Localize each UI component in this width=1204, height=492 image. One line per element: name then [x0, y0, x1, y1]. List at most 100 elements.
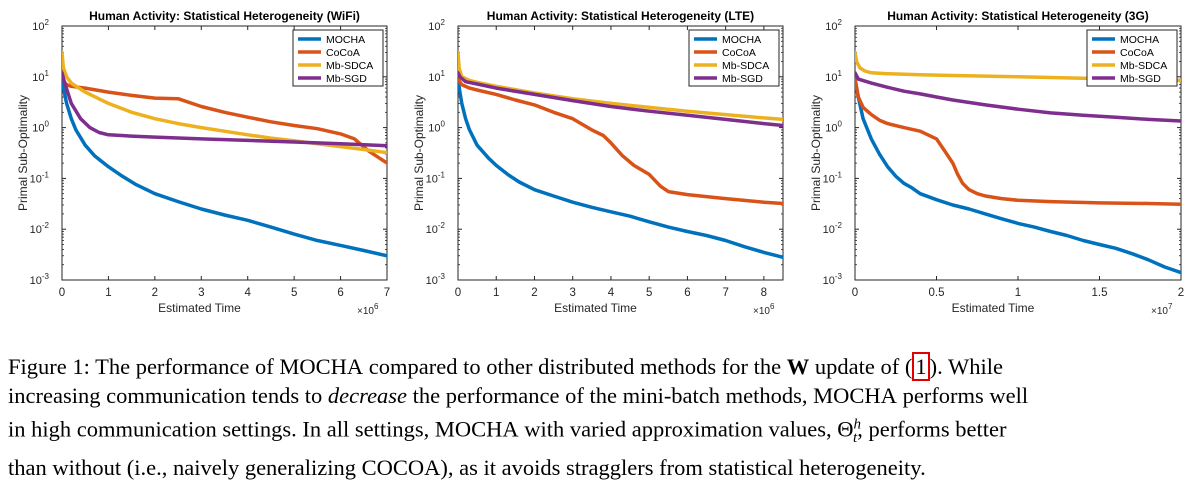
caption-mocha: OCHA	[454, 416, 519, 442]
series-line-mb-sgd	[855, 71, 1181, 123]
equation-reference-link[interactable]: 1	[912, 352, 930, 381]
caption-figure-label: Figure 1:	[8, 354, 90, 379]
legend-label: MOCHA	[1120, 34, 1159, 46]
caption-cocoa-sc: O	[376, 455, 393, 480]
caption-text: compared to other distributed methods fo…	[363, 354, 787, 379]
legend-label: MOCHA	[326, 34, 365, 46]
y-tick-label: 101	[32, 69, 49, 84]
x-tick-label: 1	[1015, 287, 1021, 299]
x-tick-label: 0	[852, 287, 858, 299]
caption-line-1: Figure 1: The performance of MOCHA compa…	[8, 352, 1198, 381]
caption-text: ). While	[929, 354, 1003, 379]
y-tick-label: 100	[825, 120, 842, 135]
x-tick-label: 5	[646, 287, 652, 299]
x-axis-label: Estimated Time	[554, 301, 637, 315]
chart-panel-1: 10-3 10-2 10-1 100 101 102 0 1 2 3 4 5 6 7 ×106 Estimat…	[16, 9, 390, 317]
caption-text: , performs better	[857, 416, 1007, 442]
chart-title: Human Activity: Statistical Heterogeneit…	[887, 9, 1149, 23]
y-tick-label: 10-3	[823, 272, 843, 287]
x-multiplier-label: ×107	[1151, 302, 1173, 317]
caption-text: than without (i.e., naively generalizing…	[8, 455, 377, 480]
y-tick-label: 10-2	[30, 221, 50, 236]
legend-label: CoCoA	[1120, 47, 1154, 59]
x-tick-label: 1	[105, 287, 111, 299]
caption-text: in high communication settings. In all s…	[8, 416, 455, 442]
x-axis-label: Estimated Time	[158, 301, 241, 315]
series-line-cocoa	[62, 71, 387, 165]
x-tick-label: 0	[455, 287, 461, 299]
caption-line-3: in high communication settings. In all s…	[8, 410, 1198, 453]
series-group	[62, 50, 387, 258]
caption-emphasis: decrease	[327, 383, 408, 408]
series-line-mocha	[855, 77, 1181, 275]
series-line-mocha	[62, 77, 387, 258]
x-tick-label: 4	[608, 287, 615, 299]
x-tick-label: 3	[570, 287, 576, 299]
caption-text: update of (	[809, 354, 913, 379]
y-tick-label: 10-2	[823, 221, 843, 236]
caption-text: increasing communication tends to	[8, 383, 328, 408]
x-tick-label: 1	[493, 287, 499, 299]
chart-title: Human Activity: Statistical Heterogeneit…	[89, 9, 360, 23]
chart-title: Human Activity: Statistical Heterogeneit…	[487, 9, 754, 23]
x-tick-label: 6	[684, 287, 690, 299]
x-tick-label: 3	[198, 287, 204, 299]
x-axis-label: Estimated Time	[952, 301, 1035, 315]
caption-text: A), as it avoids stragglers from statist…	[424, 455, 926, 480]
caption-text: the performance of the mini-batch method…	[407, 383, 834, 408]
caption-superscript: h	[853, 416, 862, 432]
series-line-cocoa	[458, 77, 783, 206]
legend-label: Mb-SDCA	[722, 60, 769, 72]
series-line-cocoa	[855, 77, 1181, 206]
caption-text: with varied approximation values, Θ	[518, 416, 854, 442]
x-tick-label: 1.5	[1092, 287, 1108, 299]
caption-text: C	[392, 455, 408, 480]
caption-mocha: OCHA	[833, 383, 897, 408]
caption-line-4: than without (i.e., naively generalizing…	[8, 453, 1198, 482]
x-multiplier-label: ×106	[753, 302, 775, 317]
x-tick-label: 2	[1178, 287, 1184, 299]
series-group	[458, 50, 783, 260]
y-tick-label: 102	[32, 18, 49, 33]
x-tick-label: 0	[59, 287, 65, 299]
caption-text: The performance of M	[95, 354, 300, 379]
chart-panel-2: 10-3 10-2 10-1 100 101 102 0 1 2 3 4 5 6 7 8 ×106 Estima…	[412, 9, 784, 317]
y-tick-label: 10-3	[426, 272, 446, 287]
legend-label: Mb-SGD	[722, 73, 763, 85]
x-tick-label: 0.5	[929, 287, 945, 299]
x-tick-label: 7	[722, 287, 728, 299]
caption-w-symbol: W	[786, 354, 810, 379]
x-tick-label: 6	[337, 287, 343, 299]
y-tick-label: 102	[428, 18, 445, 33]
x-tick-label: 8	[761, 287, 767, 299]
figure-caption: Figure 1: The performance of M OCHA compa…	[8, 352, 1198, 482]
caption-cocoa-sc: O	[407, 455, 425, 480]
y-axis-label: Primal Sub-Optimality	[412, 95, 426, 211]
x-tick-label: 5	[291, 287, 297, 299]
y-axis-label: Primal Sub-Optimality	[16, 95, 30, 211]
x-tick-label: 2	[152, 287, 158, 299]
y-tick-label: 10-2	[426, 221, 446, 236]
legend-label: Mb-SDCA	[326, 60, 373, 72]
caption-text: performs well	[896, 383, 1029, 408]
caption-line-2: increasing communication tends to decrea…	[8, 381, 1198, 410]
y-tick-label: 10-1	[426, 170, 446, 185]
y-tick-label: 10-3	[30, 272, 50, 287]
x-tick-label: 7	[384, 287, 390, 299]
legend-label: MOCHA	[722, 34, 761, 46]
y-tick-label: 101	[428, 69, 445, 84]
legend-label: Mb-SGD	[326, 73, 367, 85]
y-tick-label: 102	[825, 18, 842, 33]
x-tick-label: 4	[245, 287, 252, 299]
chart-panel-3: 10-3 10-2 10-1 100 101 102 0 0.5 1 1.5 2 ×107 Estima…	[809, 9, 1184, 317]
legend-label: CoCoA	[326, 47, 360, 59]
series-line-mocha	[458, 77, 783, 260]
y-tick-label: 10-1	[823, 170, 843, 185]
x-multiplier-label: ×106	[357, 302, 379, 317]
y-tick-label: 10-1	[30, 170, 50, 185]
y-tick-label: 100	[428, 120, 445, 135]
